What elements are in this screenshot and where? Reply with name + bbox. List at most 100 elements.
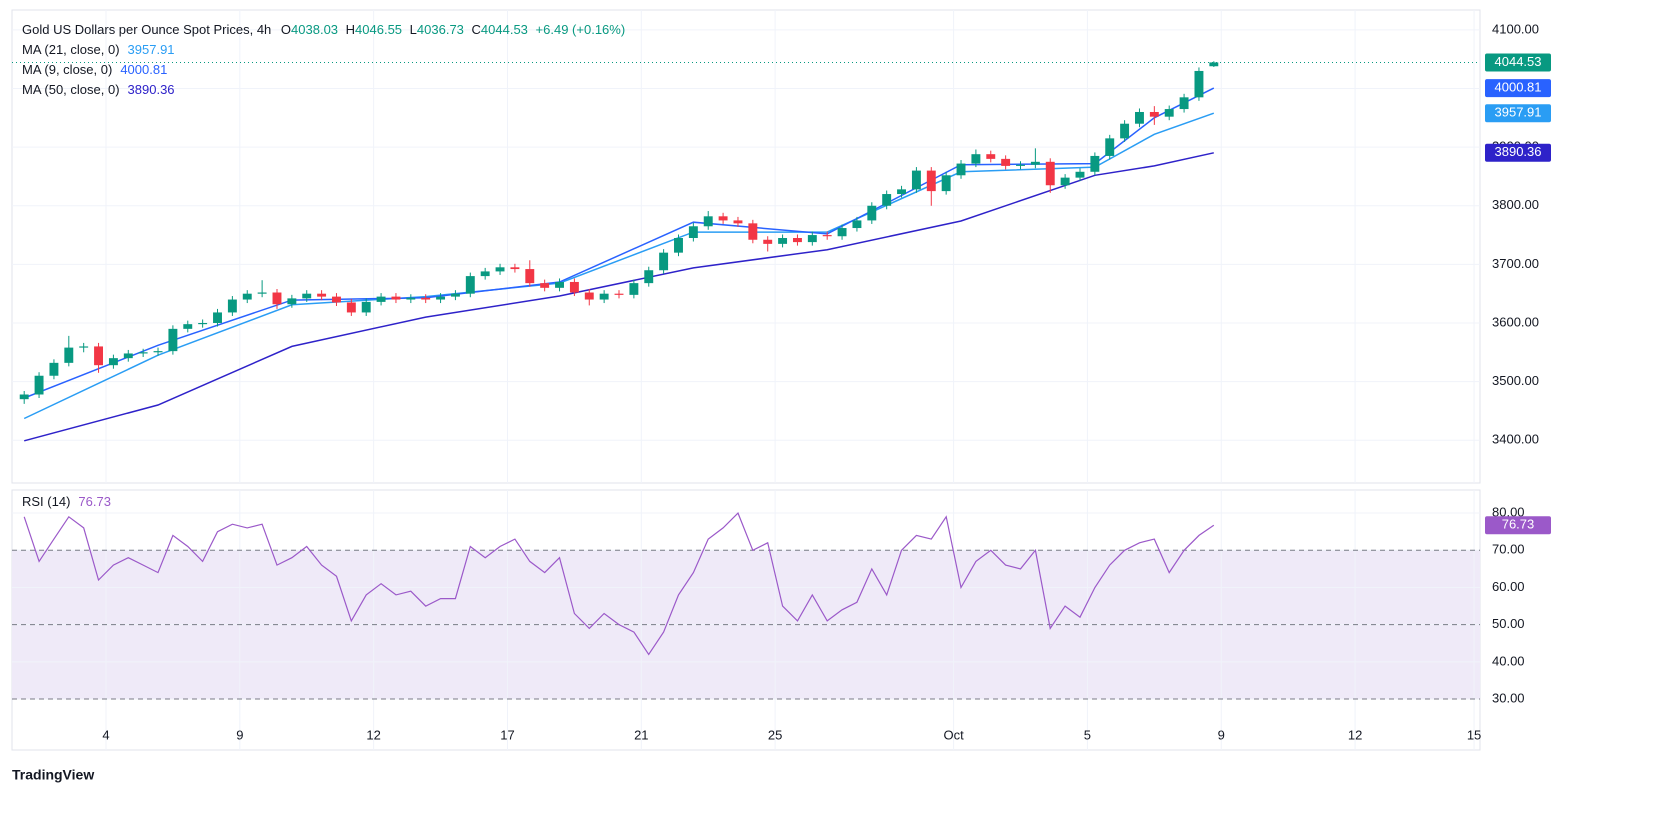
candle-body [926,170,936,192]
axes: 4 9 12 17 21 25 Oct 5 9 12 15 3400.00 3500.00 3600.00… [102,21,1551,742]
rsi-legend: RSI (14) 76.73 [22,494,111,509]
candle-body [1001,158,1011,166]
legend-value: 3957.91 [128,42,175,57]
x-tick-label: 21 [634,727,648,742]
legend-name: MA (50, close, 0) [22,82,120,97]
rsi-badge-label: 76.73 [1502,517,1535,532]
chart-title: Gold US Dollars per Ounce Spot Prices, 4… [22,22,271,37]
y-tick-label: 4100.00 [1492,21,1539,36]
candle-body [302,293,312,299]
candle-body [807,235,817,243]
ohlc-label: O [281,22,291,37]
rsi-value: 76.73 [78,494,111,509]
candle-body [1120,123,1130,139]
candle-body [272,292,282,305]
candle-body [361,301,371,313]
candle-body [986,154,996,159]
legend-name: MA (21, close, 0) [22,42,120,57]
y-tick-label: 80.00 [1492,504,1525,519]
candle-body [94,346,104,366]
x-tick-label: Oct [943,727,964,742]
candle-body [629,283,639,295]
candle-body [495,267,505,272]
candle-body [911,170,921,190]
candle-body [465,276,475,294]
ma-badge-label: 3957.91 [1495,105,1542,120]
candle-body [242,293,252,300]
legend-name: MA (9, close, 0) [22,62,112,77]
candle-body [599,293,609,300]
candle-body [34,375,44,395]
candle-body [1075,171,1085,178]
candle-body [703,216,713,227]
y-tick-label: 3800.00 [1492,197,1539,212]
candle-body [376,296,386,302]
x-tick-label: 9 [236,727,243,742]
ma-badge-label: 4000.81 [1495,80,1542,95]
candle-body [198,322,208,325]
y-tick-label: 3600.00 [1492,314,1539,329]
candle-body [346,302,356,313]
candle-body [882,194,892,206]
candle-body [153,351,163,353]
y-tick-label: 3700.00 [1492,256,1539,271]
moving-average [24,152,1214,442]
candle-body [674,238,683,253]
candle-body [897,189,907,195]
candle-body [1090,155,1100,172]
candle-body [525,269,535,284]
candle-body [1045,161,1055,186]
high-value: 4046.55 [355,22,402,37]
candle-body [257,292,267,294]
candle-body [108,358,118,366]
candle-body [867,205,877,221]
candle-body [1209,62,1219,67]
candle-body [168,328,178,352]
header: Gold US Dollars per Ounce Spot Prices, 4… [22,22,625,37]
ohlc-label: C [472,22,481,37]
legend-value: 3890.36 [128,82,175,97]
candle-body [584,292,594,300]
ohlc-label: L [410,22,417,37]
candle-body [1135,111,1144,124]
x-tick-label: 17 [500,727,514,742]
candle-body [213,312,222,323]
close-value: 4044.53 [481,22,528,37]
x-tick-label: 12 [1348,727,1362,742]
legend-entry: MA (21, close, 0) 3957.91 [22,42,175,57]
candle-body [822,235,832,237]
low-value: 4036.73 [417,22,464,37]
watermark: TradingView [12,767,94,783]
candle-body [1030,161,1040,165]
candle-body [1016,164,1025,166]
candle-body [510,267,520,270]
candle-body [421,297,431,300]
x-tick-label: 12 [366,727,380,742]
y-tick-label: 40.00 [1492,653,1525,668]
candle-body [659,252,669,271]
candle-body [183,324,193,329]
candle-body [1179,97,1189,110]
candle-body [79,346,89,348]
legend-entry: MA (50, close, 0) 3890.36 [22,82,175,97]
candle-body [763,239,773,244]
candle-body [138,352,148,354]
ma-badge [1485,79,1551,98]
candle-body [971,154,981,164]
moving-average [23,87,1215,399]
candle-body [19,394,29,400]
price-pane [11,9,1481,484]
rsi-name: RSI (14) [22,494,70,509]
candle-body [555,281,564,288]
y-tick-label: 3500.00 [1492,373,1539,388]
open-value: 4038.03 [291,22,338,37]
candle-body [123,353,133,359]
candle-body [792,238,802,243]
candle-body [941,175,951,192]
price-badge [1485,53,1551,72]
y-tick-label: 50.00 [1492,616,1525,631]
candle-body [287,298,297,305]
candle-body [614,293,624,295]
candle-body [837,228,847,237]
